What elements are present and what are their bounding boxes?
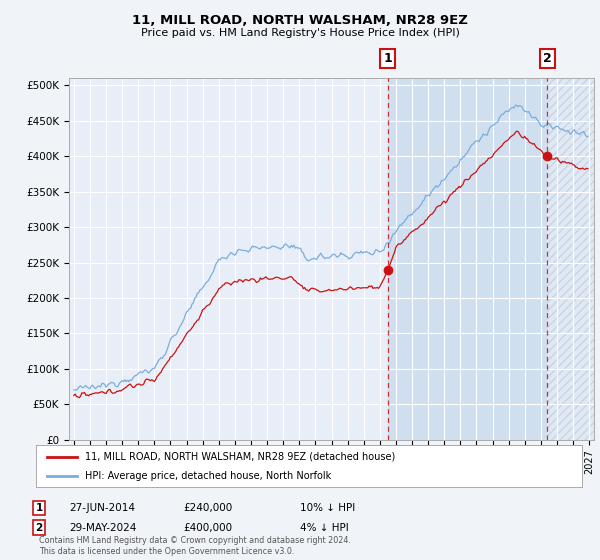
Text: Contains HM Land Registry data © Crown copyright and database right 2024.
This d: Contains HM Land Registry data © Crown c… [39, 536, 351, 556]
Text: 1: 1 [383, 52, 392, 65]
Text: 11, MILL ROAD, NORTH WALSHAM, NR28 9EZ: 11, MILL ROAD, NORTH WALSHAM, NR28 9EZ [132, 14, 468, 27]
Text: Price paid vs. HM Land Registry's House Price Index (HPI): Price paid vs. HM Land Registry's House … [140, 28, 460, 38]
Text: 1: 1 [35, 503, 43, 513]
Text: 2: 2 [35, 522, 43, 533]
Text: 29-MAY-2024: 29-MAY-2024 [69, 522, 136, 533]
Text: 27-JUN-2014: 27-JUN-2014 [69, 503, 135, 513]
Text: £400,000: £400,000 [183, 522, 232, 533]
Text: 11, MILL ROAD, NORTH WALSHAM, NR28 9EZ (detached house): 11, MILL ROAD, NORTH WALSHAM, NR28 9EZ (… [85, 451, 395, 461]
Text: HPI: Average price, detached house, North Norfolk: HPI: Average price, detached house, Nort… [85, 471, 331, 481]
Bar [388, 78, 547, 440]
Text: 2: 2 [543, 52, 551, 65]
Bar [547, 78, 594, 440]
Text: 4% ↓ HPI: 4% ↓ HPI [300, 522, 349, 533]
Text: £240,000: £240,000 [183, 503, 232, 513]
Text: 10% ↓ HPI: 10% ↓ HPI [300, 503, 355, 513]
